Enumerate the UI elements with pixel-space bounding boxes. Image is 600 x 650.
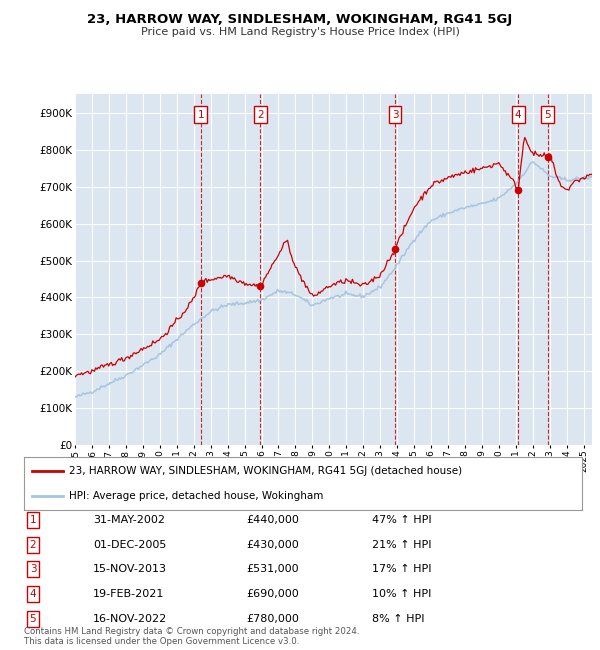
Text: 31-MAY-2002: 31-MAY-2002 (93, 515, 165, 525)
Text: 47% ↑ HPI: 47% ↑ HPI (372, 515, 431, 525)
Text: 3: 3 (392, 110, 398, 120)
Text: 4: 4 (29, 589, 37, 599)
Text: 5: 5 (29, 614, 37, 624)
Text: HPI: Average price, detached house, Wokingham: HPI: Average price, detached house, Woki… (68, 491, 323, 501)
Text: 01-DEC-2005: 01-DEC-2005 (93, 540, 166, 550)
Text: Price paid vs. HM Land Registry's House Price Index (HPI): Price paid vs. HM Land Registry's House … (140, 27, 460, 37)
Text: 17% ↑ HPI: 17% ↑ HPI (372, 564, 431, 575)
Text: 10% ↑ HPI: 10% ↑ HPI (372, 589, 431, 599)
Text: £690,000: £690,000 (246, 589, 299, 599)
Text: £780,000: £780,000 (246, 614, 299, 624)
Text: 16-NOV-2022: 16-NOV-2022 (93, 614, 167, 624)
Text: £440,000: £440,000 (246, 515, 299, 525)
Text: 2: 2 (257, 110, 263, 120)
Text: 3: 3 (29, 564, 37, 575)
Text: 1: 1 (197, 110, 204, 120)
Text: 5: 5 (544, 110, 551, 120)
Text: 23, HARROW WAY, SINDLESHAM, WOKINGHAM, RG41 5GJ (detached house): 23, HARROW WAY, SINDLESHAM, WOKINGHAM, R… (68, 466, 462, 476)
Text: 19-FEB-2021: 19-FEB-2021 (93, 589, 164, 599)
Text: 15-NOV-2013: 15-NOV-2013 (93, 564, 167, 575)
Text: 2: 2 (29, 540, 37, 550)
Text: This data is licensed under the Open Government Licence v3.0.: This data is licensed under the Open Gov… (24, 637, 299, 646)
Text: £531,000: £531,000 (246, 564, 299, 575)
Text: 23, HARROW WAY, SINDLESHAM, WOKINGHAM, RG41 5GJ: 23, HARROW WAY, SINDLESHAM, WOKINGHAM, R… (88, 13, 512, 26)
Text: 4: 4 (515, 110, 521, 120)
Text: 21% ↑ HPI: 21% ↑ HPI (372, 540, 431, 550)
Text: Contains HM Land Registry data © Crown copyright and database right 2024.: Contains HM Land Registry data © Crown c… (24, 627, 359, 636)
Text: 8% ↑ HPI: 8% ↑ HPI (372, 614, 425, 624)
Text: 1: 1 (29, 515, 37, 525)
Text: £430,000: £430,000 (246, 540, 299, 550)
